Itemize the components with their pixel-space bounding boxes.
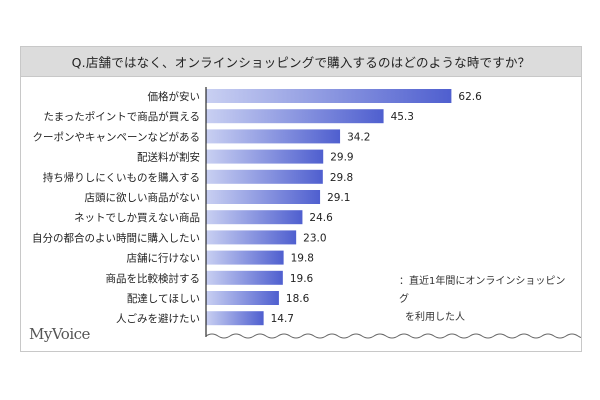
category-label: 商品を比較検討する (106, 272, 201, 285)
category-label: 持ち帰りしにくいものを購入する (43, 171, 200, 184)
note-line-1: ：直近1年間にオンラインショッピング (399, 276, 566, 305)
bar (206, 129, 341, 144)
chart-title: Q.店舗ではなく、オンラインショッピングで購入するのはどのような時ですか？ (71, 55, 531, 70)
value-label: 29.9 (330, 152, 353, 164)
bar (206, 311, 264, 326)
bar (206, 210, 303, 225)
category-label: クーポンやキャンペーンなどがある (33, 130, 200, 143)
bar (206, 190, 321, 204)
value-label: 14.7 (271, 313, 294, 325)
value-label: 19.6 (290, 273, 314, 285)
value-label: 23.0 (303, 232, 326, 244)
value-label: 62.6 (458, 91, 482, 103)
bar-chart: 価格が安い 62.6 たまったポイントで商品が買える 45.3 クーポンやキャンペーンな… (32, 87, 581, 339)
bar (206, 149, 324, 164)
bar (206, 250, 284, 265)
axis-break-wave (205, 333, 581, 339)
value-label: 24.6 (309, 212, 333, 224)
bar (206, 270, 283, 285)
category-label: 店舗に行けない (127, 252, 201, 265)
chart-frame: Q.店舗ではなく、オンラインショッピングで購入するのはどのような時ですか？ 価格… (20, 46, 582, 352)
title-band: Q.店舗ではなく、オンラインショッピングで購入するのはどのような時ですか？ (21, 47, 581, 77)
bars-layer: 価格が安い 62.6 たまったポイントで商品が買える 45.3 クーポンやキャンペーンな… (32, 89, 482, 326)
category-label: 人ごみを避けたい (116, 312, 200, 325)
bar (206, 89, 452, 103)
value-label: 29.1 (327, 192, 350, 204)
category-label: 自分の都合のよい時間に購入したい (32, 231, 200, 244)
category-label: 配送料が割安 (137, 151, 200, 164)
respondent-note: ：直近1年間にオンラインショッピング を利用した人 (399, 273, 569, 327)
category-label: たまったポイントで商品が買える (44, 110, 200, 123)
value-label: 45.3 (391, 111, 414, 123)
category-label: 配達してほしい (127, 293, 200, 305)
bar (206, 169, 323, 184)
category-label: 価格が安い (148, 90, 201, 103)
category-label: 店頭に欲しい商品がない (85, 191, 201, 204)
value-label: 29.8 (330, 172, 353, 184)
myvoice-logo: MyVoice (29, 325, 90, 343)
note-line-2: を利用した人 (405, 312, 465, 323)
bar (206, 230, 297, 245)
value-label: 34.2 (347, 131, 370, 143)
category-label: ネットでしか買えない商品 (74, 211, 200, 224)
value-label: 18.6 (286, 293, 310, 305)
bar (206, 109, 384, 124)
bar (206, 291, 279, 305)
value-label: 19.8 (291, 253, 314, 265)
